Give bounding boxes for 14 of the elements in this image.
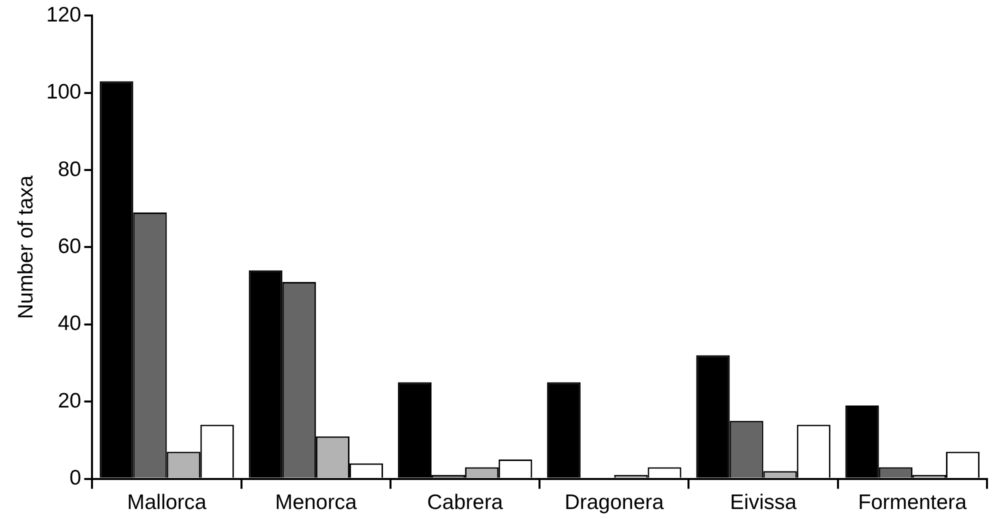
x-tick-label: Dragonera [564, 491, 664, 514]
x-tick-label: Menorca [275, 491, 358, 514]
y-tick-label: 80 [58, 158, 82, 181]
x-tick-label: Mallorca [127, 491, 207, 514]
y-tick-label: 120 [46, 3, 82, 26]
x-tick-label: Formentera [858, 491, 968, 514]
y-tick-label: 20 [58, 389, 82, 412]
y-axis-title: Number of taxa [14, 175, 38, 319]
y-tick-label: 0 [70, 466, 82, 490]
y-tick-label: 40 [58, 312, 82, 336]
x-tick-label: Eivissa [730, 491, 797, 514]
y-tick-label: 60 [58, 234, 82, 258]
x-tick-label: Cabrera [427, 491, 504, 514]
y-tick-label: 100 [46, 80, 82, 104]
